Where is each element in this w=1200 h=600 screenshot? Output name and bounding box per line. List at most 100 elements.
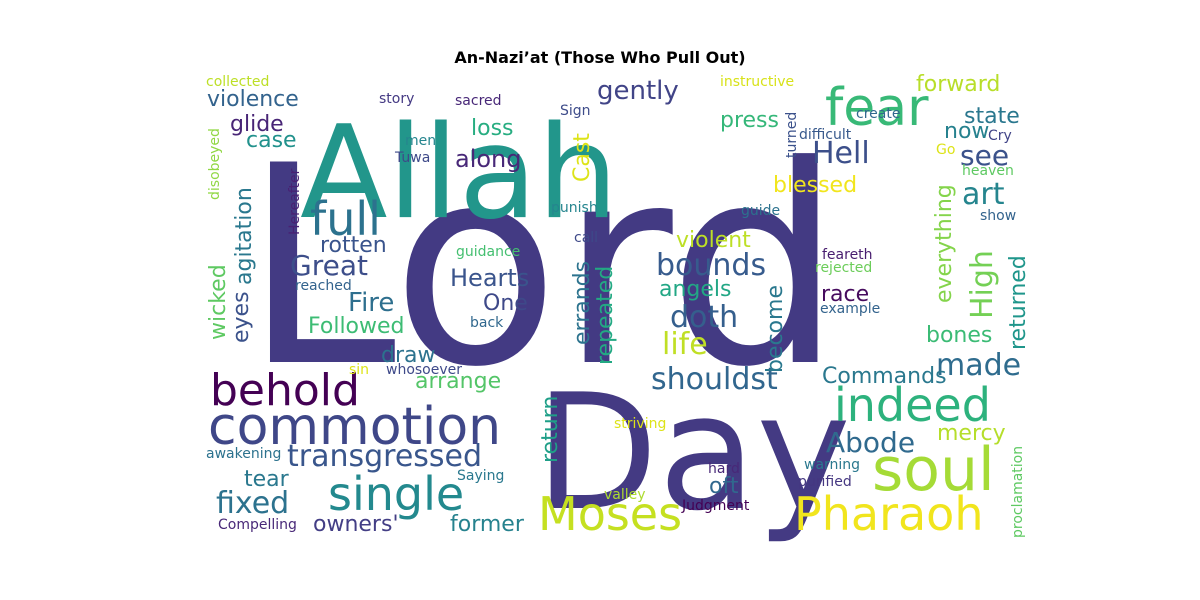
- word: Fire: [348, 288, 394, 318]
- word: hard: [708, 461, 740, 477]
- word: sacred: [455, 93, 502, 109]
- word: proclamation: [1010, 446, 1026, 538]
- word: men: [405, 133, 436, 149]
- word: along: [455, 145, 522, 173]
- word: call: [574, 230, 598, 246]
- word: Followed: [308, 314, 405, 339]
- word: Day: [535, 359, 851, 546]
- word: fixed: [216, 486, 289, 521]
- word: former: [450, 512, 525, 537]
- word: angels: [659, 277, 732, 302]
- word: return: [538, 396, 563, 463]
- word: eyes: [229, 291, 254, 343]
- word: striving: [614, 416, 666, 432]
- word: blessed: [773, 173, 857, 198]
- word: back: [470, 315, 504, 331]
- word: show: [980, 208, 1016, 224]
- word: repeated: [593, 266, 618, 365]
- word: soul: [872, 435, 995, 505]
- word: rotten: [320, 233, 387, 258]
- word: agitation: [232, 187, 257, 285]
- word: whosoever: [386, 362, 462, 378]
- word: mercy: [937, 421, 1006, 446]
- word: reached: [295, 278, 352, 294]
- word: rejected: [815, 260, 872, 276]
- word: feareth: [822, 247, 873, 263]
- word: doth: [670, 300, 738, 335]
- word: Pharaoh: [794, 487, 983, 541]
- word: Great: [290, 249, 368, 282]
- word: case: [246, 128, 297, 153]
- word: guide: [741, 203, 780, 219]
- word: High: [965, 250, 1000, 319]
- word: returned: [1006, 255, 1031, 350]
- word: full: [310, 192, 381, 246]
- word: Moses: [538, 487, 682, 541]
- word: fear: [825, 78, 929, 138]
- word: shouldst: [651, 362, 778, 397]
- word: bones: [926, 323, 992, 348]
- word: see: [960, 139, 1009, 172]
- word: commotion: [208, 397, 501, 457]
- word: Judgment: [681, 498, 750, 514]
- word: instructive: [720, 74, 794, 90]
- word: Allah: [300, 99, 618, 248]
- word: Go: [936, 142, 955, 158]
- word: loss: [471, 116, 514, 141]
- word: oft: [709, 474, 739, 499]
- word: heaven: [962, 163, 1014, 179]
- word: Hearts: [450, 264, 529, 292]
- word: indeed: [834, 378, 991, 432]
- word: single: [328, 467, 464, 521]
- word: draw: [381, 343, 435, 368]
- word: collected: [206, 74, 269, 90]
- word: Abode: [826, 426, 915, 459]
- word: punish: [551, 200, 598, 216]
- word: warning: [804, 457, 860, 473]
- word: sin: [349, 362, 369, 378]
- word: example: [820, 301, 880, 317]
- word: One: [483, 291, 528, 316]
- word: bounds: [656, 248, 766, 283]
- word: made: [936, 348, 1021, 383]
- word: Compelling: [218, 517, 297, 533]
- word: forward: [916, 72, 1000, 97]
- figure-title: An-Nazi’at (Those Who Pull Out): [454, 48, 746, 67]
- word: tear: [244, 467, 290, 492]
- word: Lord: [243, 107, 842, 427]
- word: awakening: [206, 446, 281, 462]
- word: purified: [798, 474, 852, 490]
- word: Tuwa: [394, 150, 430, 166]
- word: valley: [604, 487, 646, 503]
- word: gently: [597, 76, 679, 106]
- word: guidance: [456, 244, 520, 260]
- word: Cast: [570, 133, 595, 182]
- word: transgressed: [287, 439, 482, 474]
- word: create: [856, 106, 900, 122]
- word: life: [662, 327, 708, 362]
- word: art: [962, 177, 1005, 212]
- word: Sign: [560, 103, 591, 119]
- word: owners': [313, 512, 399, 537]
- word: disobeyed: [207, 128, 223, 200]
- word: press: [720, 108, 779, 133]
- word: become: [763, 285, 788, 373]
- word: glide: [230, 112, 284, 137]
- word: turned: [784, 112, 800, 158]
- word: state: [964, 104, 1020, 129]
- word: arrange: [415, 369, 501, 394]
- word: now: [944, 119, 989, 144]
- word: violent: [676, 228, 751, 253]
- word: errands: [570, 261, 595, 345]
- word: race: [821, 282, 869, 307]
- word: wicked: [206, 264, 231, 340]
- word: Hell: [812, 136, 870, 171]
- word: behold: [210, 365, 360, 416]
- word: Hereafter: [287, 168, 303, 235]
- word: Saying: [457, 468, 504, 484]
- word: difficult: [799, 127, 852, 143]
- word: violence: [207, 87, 299, 112]
- word: Cry: [988, 128, 1012, 144]
